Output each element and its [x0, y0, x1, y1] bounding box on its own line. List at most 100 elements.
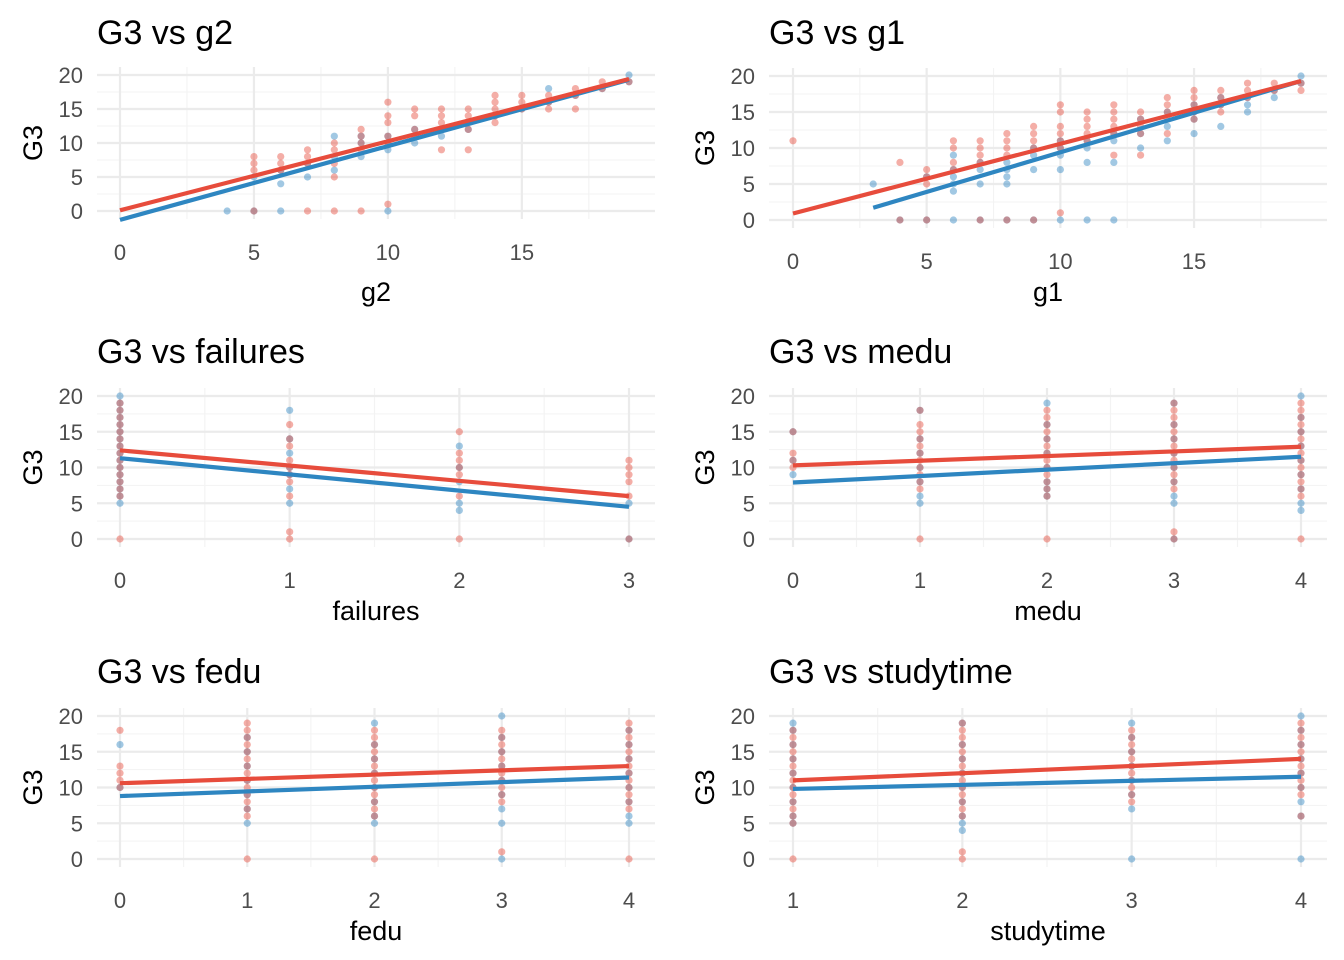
data-point [625, 791, 633, 799]
data-point [1056, 130, 1064, 138]
data-point [1243, 101, 1252, 109]
trend-line-0 [792, 774, 1302, 792]
data-point [1297, 812, 1305, 820]
data-point [976, 216, 984, 224]
data-point [625, 783, 633, 792]
data-point [116, 492, 124, 500]
data-point [286, 485, 294, 493]
trend-line-1 [792, 79, 1302, 216]
data-point [789, 755, 797, 763]
data-point [116, 392, 124, 400]
data-point [1170, 478, 1178, 486]
data-point [1043, 456, 1051, 464]
data-point [116, 399, 124, 407]
data-point [1043, 435, 1051, 443]
y-tick-label: 5 [71, 811, 83, 836]
data-point [1270, 79, 1278, 87]
data-point [1297, 413, 1305, 422]
data-point [625, 798, 633, 806]
data-point [789, 812, 797, 820]
data-point [1170, 428, 1178, 436]
data-point [370, 733, 379, 742]
data-point [357, 139, 365, 147]
data-point [625, 798, 633, 806]
x-tick-label: 0 [114, 568, 126, 593]
data-point [1170, 435, 1178, 443]
data-point [116, 428, 124, 436]
panel-4: 0 5 10 15 20 0 1 2 3 4 G3 vs fedu fedu G3 [18, 653, 655, 946]
data-point [116, 406, 124, 414]
data-point [1170, 399, 1178, 407]
trend-line-0 [119, 775, 630, 799]
data-point [1128, 733, 1136, 742]
x-tick-label: 10 [376, 240, 400, 265]
data-point [1043, 478, 1051, 486]
y-axis-title: G3 [18, 769, 48, 805]
data-point [789, 719, 797, 727]
y-tick-label: 0 [71, 199, 83, 224]
data-point [411, 112, 419, 120]
data-point [789, 456, 797, 464]
data-point [949, 137, 958, 145]
data-point [1128, 755, 1136, 763]
data-point [1190, 86, 1198, 94]
data-point [286, 435, 294, 443]
data-point [1030, 166, 1038, 174]
data-point [498, 712, 506, 720]
data-point [916, 499, 924, 507]
panel-3: 0 5 10 15 20 0 1 2 3 4 G3 vs medu medu G3 [690, 333, 1327, 626]
data-point [116, 762, 124, 770]
data-point [1163, 122, 1171, 130]
data-point [330, 207, 338, 215]
data-point [1128, 791, 1136, 799]
data-point [1083, 108, 1091, 116]
data-point [1136, 130, 1145, 138]
data-point [357, 132, 365, 140]
data-point [370, 762, 379, 770]
data-point [789, 755, 797, 763]
data-point [1297, 733, 1305, 742]
data-point [958, 762, 966, 770]
data-point [116, 463, 124, 472]
data-point [625, 719, 633, 727]
y-tick-label: 20 [731, 704, 755, 729]
data-point [789, 805, 797, 813]
panel-5: 0 5 10 15 20 1 2 3 4 G3 vs studytime studytime G3 [690, 653, 1327, 946]
data-point [1043, 421, 1051, 429]
data-point [625, 819, 633, 827]
data-point [498, 762, 506, 770]
data-point [1297, 463, 1305, 472]
data-point [958, 748, 966, 756]
data-point [625, 748, 633, 756]
data-point [370, 855, 379, 863]
data-point [916, 492, 924, 500]
data-point [1170, 435, 1178, 443]
data-point [116, 499, 124, 507]
data-point [1136, 151, 1145, 159]
panel-title: G3 vs g1 [769, 14, 905, 52]
data-point [1297, 492, 1305, 500]
x-axis-title: failures [332, 596, 419, 626]
x-axis-title: fedu [350, 916, 403, 946]
data-point [896, 216, 904, 224]
x-tick-label: 0 [787, 568, 799, 593]
x-tick-label: 2 [453, 568, 465, 593]
data-point [370, 819, 379, 827]
data-point [1083, 216, 1091, 224]
data-point [116, 413, 124, 422]
data-point [1003, 130, 1011, 138]
data-point [976, 180, 984, 188]
x-tick-label: 2 [368, 888, 380, 913]
data-point [1170, 421, 1178, 429]
data-point [1170, 535, 1178, 543]
data-point [357, 139, 365, 147]
data-point [1297, 783, 1305, 792]
data-point [498, 733, 506, 742]
data-point [1170, 421, 1178, 429]
data-point [1297, 719, 1305, 727]
data-point [116, 421, 124, 429]
data-point [958, 805, 966, 813]
data-point [464, 125, 472, 133]
y-axis-title: G3 [690, 130, 720, 166]
